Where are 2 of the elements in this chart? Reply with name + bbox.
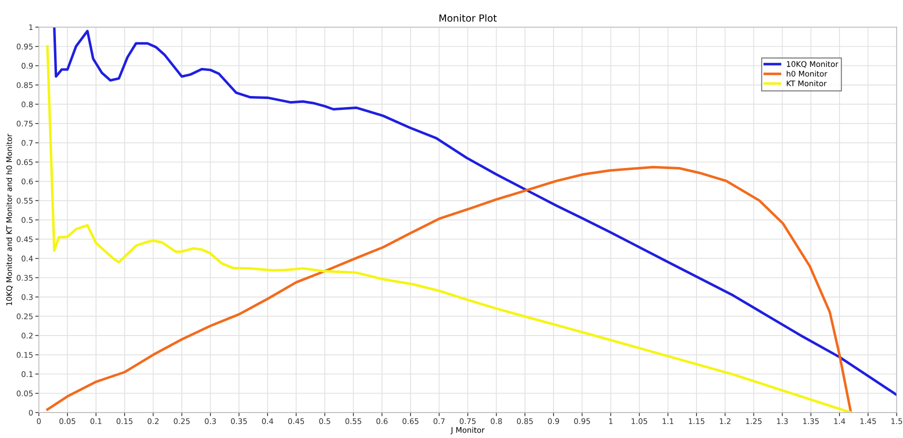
line-series xyxy=(46,166,852,413)
chart-title: Monitor Plot xyxy=(440,14,497,22)
